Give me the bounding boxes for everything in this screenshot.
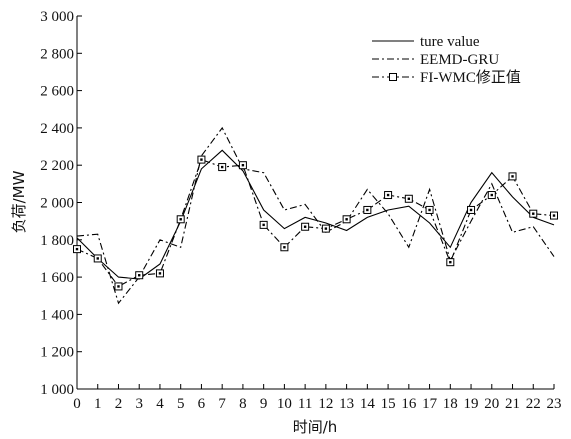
legend-marker bbox=[389, 73, 397, 81]
x-tick-label: 9 bbox=[260, 396, 268, 412]
x-tick-label: 14 bbox=[360, 396, 376, 412]
series-layer bbox=[73, 126, 558, 305]
x-tick-label: 13 bbox=[339, 396, 354, 412]
series-3 bbox=[73, 155, 558, 291]
x-tick-label: 4 bbox=[156, 396, 164, 412]
x-tick-label: 0 bbox=[73, 396, 81, 412]
data-point-marker-core bbox=[303, 225, 307, 228]
data-point-marker-core bbox=[220, 165, 224, 169]
x-tick-label: 17 bbox=[422, 396, 438, 412]
y-tick-label: 3 000 bbox=[40, 9, 74, 25]
y-tick-label: 2 800 bbox=[40, 46, 74, 62]
x-tick-label: 19 bbox=[464, 396, 479, 412]
y-tick-label: 2 000 bbox=[40, 196, 74, 212]
x-tick-label: 3 bbox=[135, 396, 143, 412]
data-point-marker-core bbox=[138, 274, 141, 277]
y-tick-label: 2 600 bbox=[40, 84, 74, 100]
x-tick-label: 12 bbox=[318, 396, 333, 412]
x-tick-label: 7 bbox=[218, 396, 226, 412]
x-tick-label: 2 bbox=[115, 396, 123, 412]
x-tick-label: 23 bbox=[547, 396, 562, 412]
series-line bbox=[76, 126, 555, 305]
data-point-marker-core bbox=[241, 164, 245, 167]
data-point-marker-core bbox=[449, 260, 452, 264]
y-tick-label: 1 800 bbox=[40, 233, 74, 249]
x-tick-label: 20 bbox=[484, 396, 499, 412]
data-point-marker-core bbox=[179, 218, 182, 221]
series-1 bbox=[76, 149, 555, 280]
legend-item: ture value bbox=[372, 34, 480, 50]
legend-label: EEMD-GRU bbox=[420, 52, 499, 68]
y-ticks: 1 000 1 200 1 400 1 600 1 800 2 000 2 200 2 400… bbox=[40, 9, 82, 398]
data-point-marker-core bbox=[532, 212, 535, 215]
x-tick-label: 10 bbox=[277, 396, 292, 412]
x-tick-label: 21 bbox=[505, 396, 520, 412]
x-tick-label: 18 bbox=[443, 396, 458, 412]
y-axis-title: 负荷/MW bbox=[10, 170, 28, 233]
data-point-marker-core bbox=[469, 208, 473, 212]
x-tick-label: 15 bbox=[381, 396, 396, 412]
legend-label: FI-WMC修正值 bbox=[420, 69, 521, 86]
legend-label: ture value bbox=[420, 34, 480, 50]
data-point-marker-core bbox=[200, 158, 203, 161]
data-point-marker-core bbox=[511, 175, 514, 178]
x-axis-title: 时间/h bbox=[293, 418, 338, 436]
series-line bbox=[76, 158, 555, 288]
data-point-marker-core bbox=[407, 197, 411, 200]
y-tick-label: 1 200 bbox=[40, 345, 74, 361]
x-tick-label: 5 bbox=[177, 396, 185, 412]
x-ticks: 0 1 2 3 4 5 6 7 8 9 10 11 12 13 14 15 16 17 18 19 20 21 22 23 bbox=[73, 384, 562, 412]
data-point-marker-core bbox=[366, 208, 369, 212]
data-point-marker-core bbox=[96, 257, 99, 260]
series-2 bbox=[76, 126, 555, 305]
y-tick-label: 1 400 bbox=[40, 307, 74, 323]
data-point-marker-core bbox=[283, 246, 286, 249]
x-tick-label: 1 bbox=[94, 396, 102, 412]
x-tick-label: 16 bbox=[401, 396, 417, 412]
y-tick-label: 2 400 bbox=[40, 121, 74, 137]
y-tick-label: 2 200 bbox=[40, 158, 74, 174]
data-point-marker-core bbox=[428, 208, 431, 212]
y-tick-label: 1 600 bbox=[40, 270, 74, 286]
data-point-marker-core bbox=[75, 247, 79, 251]
x-tick-label: 11 bbox=[298, 396, 312, 412]
y-tick-label: 1 000 bbox=[40, 382, 74, 398]
data-point-marker-core bbox=[490, 193, 493, 197]
data-point-marker-core bbox=[117, 285, 120, 288]
series-line bbox=[76, 149, 555, 280]
data-point-marker-core bbox=[345, 218, 348, 221]
data-point-marker-core bbox=[158, 272, 162, 275]
x-tick-label: 22 bbox=[526, 396, 541, 412]
legend-item: EEMD-GRU bbox=[372, 52, 499, 68]
data-point-marker-core bbox=[552, 214, 556, 217]
legend-item: FI-WMC修正值 bbox=[372, 69, 521, 86]
x-tick-label: 8 bbox=[239, 396, 247, 412]
data-point-marker-core bbox=[386, 193, 390, 197]
data-point-marker-core bbox=[262, 223, 265, 227]
data-point-marker-core bbox=[324, 227, 328, 230]
x-tick-label: 6 bbox=[198, 396, 206, 412]
